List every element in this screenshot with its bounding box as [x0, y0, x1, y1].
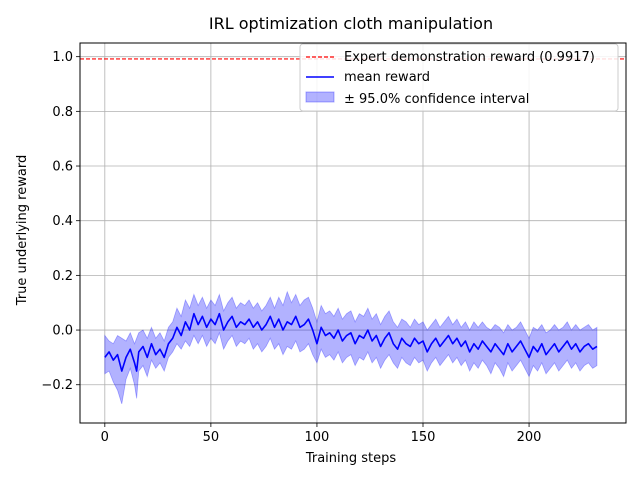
plot-frame: [79, 42, 627, 424]
x-tick-label: 150: [411, 430, 436, 445]
y-tick-label: 0.6: [52, 160, 73, 175]
x-tick-label: 200: [517, 430, 542, 445]
confidence-interval-band: [104, 290, 598, 404]
x-axis-label: Training steps: [305, 451, 397, 466]
series-line-layer: [104, 312, 598, 372]
y-tick-label: 0.0: [52, 324, 73, 339]
y-tick-label: 0.2: [52, 269, 73, 284]
x-tick-label: 50: [203, 430, 220, 445]
y-tick-label: 1.0: [52, 50, 73, 65]
y-axis-ticks: −0.2 0.0 0.2 0.4 0.6 0.8 1.0: [41, 50, 80, 393]
x-axis-ticks: 0 50 100 150 200: [101, 423, 542, 445]
x-tick-label: 0: [101, 430, 109, 445]
chart-title: IRL optimization cloth manipulation: [209, 14, 493, 33]
legend-box: [299, 43, 619, 112]
mean-reward-line: [104, 312, 598, 372]
legend-expert-label: Expert demonstration reward (0.9917): [344, 50, 595, 65]
y-axis-label: True underlying reward: [15, 155, 30, 306]
legend: Expert demonstration reward (0.9917) mea…: [299, 43, 619, 112]
legend-ci-label: ± 95.0% confidence interval: [344, 92, 529, 107]
x-tick-label: 100: [305, 430, 330, 445]
confidence-band-layer: [104, 290, 598, 404]
y-tick-label: 0.4: [52, 214, 73, 229]
legend-ci-swatch: [305, 91, 335, 103]
legend-mean-label: mean reward: [344, 70, 430, 85]
y-tick-label: −0.2: [41, 378, 73, 393]
y-tick-label: 0.8: [52, 105, 73, 120]
